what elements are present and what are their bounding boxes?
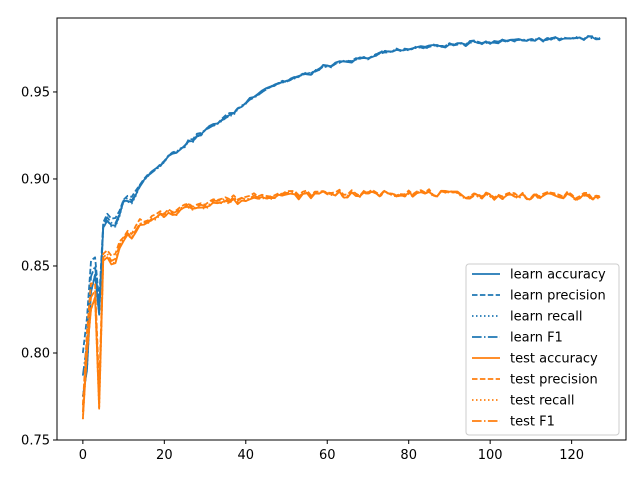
series-layer [81,35,601,420]
plot-area-frame [56,17,627,441]
x-tick-label: 20 [156,448,173,463]
x-axis: 0 20 40 60 80 100 120 [79,440,584,463]
legend-label: test F1 [510,415,555,430]
y-tick-label: 0.75 [21,434,50,449]
legend: learn accuracy learn precision learn recal… [465,263,620,436]
x-tick-label: 60 [319,448,336,463]
x-tick-label: 0 [79,448,87,463]
series-line-test-precision [81,188,601,406]
legend-box [465,263,620,436]
series-line-learn-f1 [81,35,601,376]
x-tick-label: 120 [559,448,584,463]
legend-label: test recall [510,394,575,409]
x-tick-label: 40 [238,448,255,463]
legend-label: test precision [510,373,598,388]
series-line-test-f1 [81,190,601,413]
y-tick-label: 0.85 [21,259,50,274]
legend-label: learn accuracy [510,268,606,283]
y-tick-label: 0.80 [21,346,50,361]
y-tick-label: 0.90 [21,172,50,187]
x-tick-label: 80 [400,448,417,463]
legend-label: learn recall [510,310,582,325]
legend-label: learn precision [510,289,606,304]
y-tick-label: 0.95 [21,85,50,100]
y-axis: 0.75 0.80 0.85 0.90 0.95 [21,85,57,449]
legend-label: learn F1 [510,331,563,346]
series-line-learn-accuracy [81,35,601,397]
x-tick-label: 100 [478,448,503,463]
series-line-test-accuracy [81,189,601,420]
legend-label: test accuracy [510,352,598,367]
